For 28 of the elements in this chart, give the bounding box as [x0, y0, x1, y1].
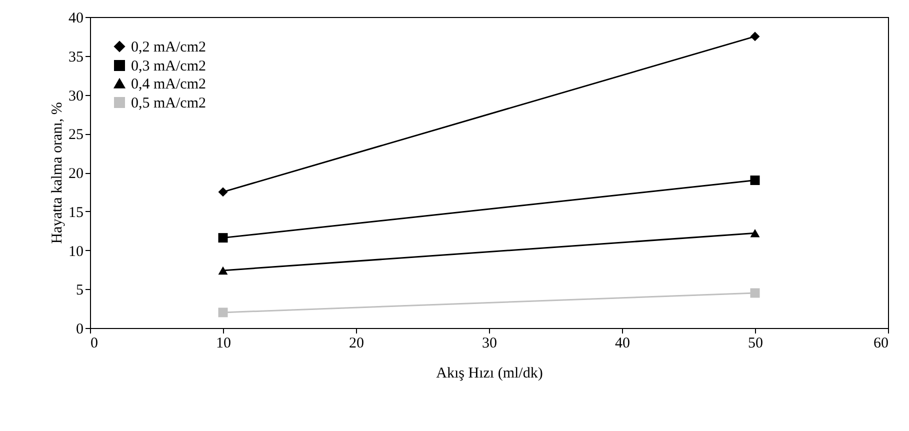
x-tick-label: 40 [615, 336, 630, 352]
x-tick-label: 10 [216, 336, 231, 352]
y-tick-label: 25 [68, 127, 84, 144]
x-tick-label: 60 [874, 336, 888, 352]
y-tick-label: 35 [68, 49, 84, 66]
y-tick-label: 30 [68, 88, 84, 104]
y-tick-label: 20 [68, 166, 84, 182]
x-tick-label: 0 [90, 336, 98, 352]
x-axis-title: Akış Hızı (ml/dk) [436, 366, 543, 382]
point [218, 187, 228, 197]
x-tick-label: 50 [748, 336, 763, 352]
point [218, 233, 228, 243]
legend-label: 0,2 mA/cm2 [131, 40, 206, 56]
point [750, 288, 760, 298]
y-tick-label: 40 [68, 10, 84, 26]
point [218, 308, 228, 318]
x-tick-label: 30 [482, 336, 497, 352]
legend-label: 0,4 mA/cm2 [131, 76, 206, 92]
y-tick-label: 0 [76, 322, 84, 338]
y-tick-label: 15 [68, 204, 84, 221]
point [750, 32, 760, 42]
point [750, 176, 760, 186]
y-axis-title: Hayatta kalma oranı, % [50, 102, 66, 244]
legend-label: 0,5 mA/cm2 [131, 96, 206, 112]
y-tick-label: 5 [76, 282, 84, 299]
legend-label: 0,3 mA/cm2 [131, 58, 206, 74]
x-tick-label: 20 [349, 336, 364, 352]
y-tick-label: 10 [68, 244, 84, 260]
